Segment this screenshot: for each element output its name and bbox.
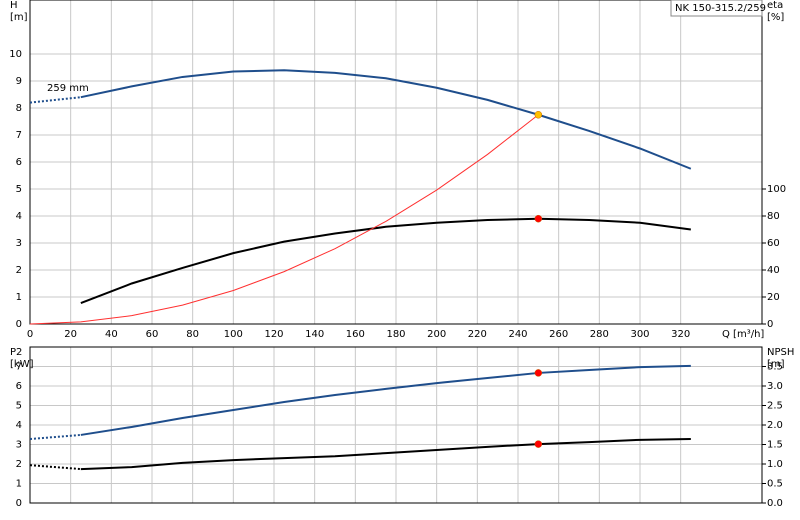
y-tick-label: 6 [16,157,22,168]
x-tick-label: 300 [630,329,649,340]
y-tick-label: 0 [16,319,22,330]
curve [80,438,691,471]
y-axis-label: [kW] [10,359,34,370]
y2-tick-label: 80 [767,211,780,222]
y2-tick-label: 60 [767,238,780,249]
x-tick-label: 40 [105,329,118,340]
y-tick-label: 0 [16,498,22,509]
y-tick-label: 4 [16,211,22,222]
y-tick-label: 1 [16,479,22,490]
y2-tick-label: 2.5 [767,401,783,412]
y2-tick-label: 1.5 [767,440,783,451]
y2-tick-label: 1.0 [767,459,783,470]
plot-frame [29,0,763,325]
x-tick-label: 80 [186,329,199,340]
y-tick-label: 1 [16,292,22,303]
y-tick-label: 4 [16,420,22,431]
curve [29,433,81,441]
plot-frame [29,346,763,504]
y-tick-label: 6 [16,381,22,392]
y-tick-label: 2 [16,459,22,470]
duty-point [534,214,543,223]
x-tick-label: 100 [224,329,243,340]
x-tick-label: 20 [64,329,77,340]
y-tick-label: 10 [9,49,22,60]
y-axis-label: H [10,0,18,11]
x-tick-label: 160 [346,329,365,340]
y2-axis-label: [m] [767,359,785,370]
x-tick-label: 0 [27,329,33,340]
x-tick-label: 220 [468,329,487,340]
y-axis-label: P2 [10,347,22,358]
x-label-bg [720,327,760,341]
x-tick-label: 240 [508,329,527,340]
annotation: 259 mm [47,83,89,94]
y2-axis-label: eta [767,0,783,11]
y-tick-label: 3 [16,238,22,249]
x-axis-label: Q [m³/h] [722,329,764,340]
duty-point [534,369,543,377]
curve [29,464,81,471]
y-tick-label: 9 [16,76,22,87]
x-tick-label: 260 [549,329,568,340]
y-tick-label: 2 [16,265,22,276]
x-tick-label: 200 [427,329,446,340]
y2-tick-label: 100 [767,184,786,195]
y2-axis-label: NPSH [767,347,794,358]
y2-tick-label: 0.5 [767,479,783,490]
y-tick-label: 8 [16,103,22,114]
x-tick-label: 320 [671,329,690,340]
x-tick-label: 280 [590,329,609,340]
y-axis-label: [m] [10,12,28,23]
x-tick-label: 60 [146,329,159,340]
y-tick-label: 7 [16,362,22,373]
curve [80,69,692,170]
y-tick-label: 3 [16,440,22,451]
title-box [670,0,763,17]
curve [29,96,81,104]
x-tick-label: 180 [386,329,405,340]
x-tick-label: 140 [305,329,324,340]
y2-tick-label: 20 [767,292,780,303]
curve [29,114,539,325]
y2-tick-label: 2.0 [767,420,783,431]
duty-point [534,111,543,119]
y-tick-label: 5 [16,184,22,195]
curve [80,217,691,305]
y2-axis-label: [%] [767,12,784,23]
y2-tick-label: 0 [767,319,773,330]
chart-title: NK 150-315.2/259 [675,3,766,14]
y2-tick-label: 3.5 [767,362,783,373]
y2-tick-label: 0.0 [767,498,783,509]
y2-tick-label: 40 [767,265,780,276]
y2-tick-label: 3.0 [767,381,783,392]
y-tick-label: 5 [16,401,22,412]
duty-point [534,440,543,448]
x-tick-label: 120 [264,329,283,340]
curve [80,364,691,436]
y-tick-label: 7 [16,130,22,141]
